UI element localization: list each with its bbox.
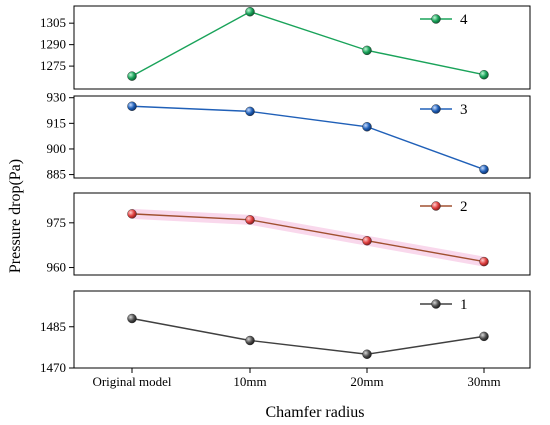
legend-label: 4 <box>460 12 468 28</box>
panel-1: 1470 1485 1 <box>40 290 531 375</box>
y-tick-label: 915 <box>47 115 67 130</box>
series-1-point <box>362 349 372 359</box>
legend-label: 1 <box>460 297 468 313</box>
legend-marker <box>431 299 441 309</box>
x-tick-label: 30mm <box>467 374 500 389</box>
x-axis-title: Chamfer radius <box>265 404 364 421</box>
series-3-point <box>245 106 255 117</box>
series-1-point <box>127 313 137 324</box>
series-4-line <box>131 10 485 77</box>
series-2-point <box>479 256 489 267</box>
y-tick-label: 1275 <box>40 58 66 73</box>
x-tick-label: Original model <box>92 374 171 389</box>
y-tick-label: 885 <box>47 167 67 182</box>
legend-4: 4 <box>420 12 468 28</box>
series-3-point <box>362 122 372 132</box>
series-4-point <box>127 71 137 81</box>
legend-2: 2 <box>420 199 468 215</box>
y-tick-label: 1470 <box>40 360 66 375</box>
legend-label: 2 <box>460 199 468 215</box>
x-tick-label: 10mm <box>233 374 266 389</box>
y-tick-label: 960 <box>47 260 67 275</box>
panel-frame <box>73 192 531 276</box>
y-tick-label: 1485 <box>40 319 66 334</box>
legend-marker <box>431 104 441 114</box>
legend-marker <box>431 201 441 211</box>
y-tick-label: 975 <box>47 215 67 230</box>
series-1-line <box>131 317 485 355</box>
series-1-point <box>245 335 255 346</box>
series-2-band <box>132 208 484 267</box>
y-tick-label: 1290 <box>40 37 66 52</box>
series-1-point <box>479 331 489 342</box>
legend-marker <box>431 14 441 24</box>
series-2-point <box>245 215 255 225</box>
panel-frame <box>73 290 531 369</box>
y-tick-label: 930 <box>47 90 67 105</box>
panel-4: 1275 1290 1305 4 <box>40 5 531 90</box>
x-tick-label: 20mm <box>350 374 383 389</box>
series-4-point <box>245 7 255 17</box>
series-2-point <box>127 209 137 219</box>
series-3-line <box>131 105 485 171</box>
y-tick-label: 1305 <box>40 15 66 30</box>
panel-2: 960 975 2 <box>47 192 531 276</box>
legend-label: 3 <box>460 102 468 118</box>
legend-3: 3 <box>420 102 468 118</box>
y-axis-title: Pressure drop(Pa) <box>7 159 24 273</box>
series-2-line <box>131 213 485 263</box>
y-tick-label: 900 <box>47 141 67 156</box>
series-3-point <box>479 164 489 175</box>
series-4-point <box>479 69 489 80</box>
series-3-point <box>127 101 137 111</box>
series-2-point <box>362 236 372 246</box>
panel-frame <box>73 95 531 179</box>
legend-1: 1 <box>420 297 468 313</box>
panel-3: 885 900 915 930 3 <box>47 90 531 182</box>
panel-frame <box>73 5 531 90</box>
series-4-point <box>362 45 372 56</box>
